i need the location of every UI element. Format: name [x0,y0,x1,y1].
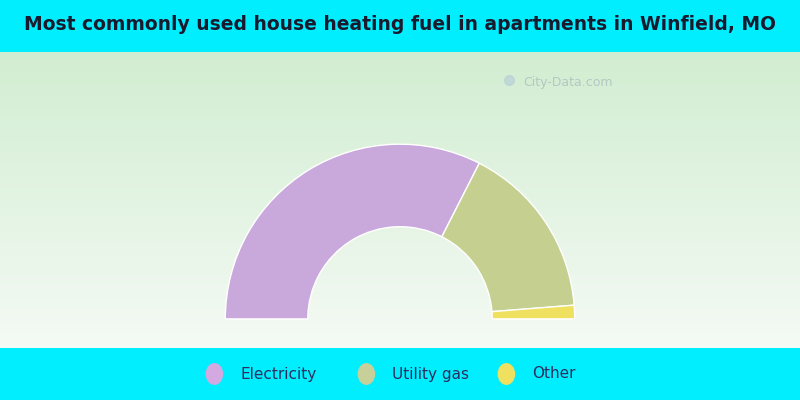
Text: City-Data.com: City-Data.com [522,76,612,89]
Ellipse shape [498,363,515,385]
Wedge shape [226,144,479,319]
Text: Other: Other [532,366,575,382]
Ellipse shape [358,363,375,385]
Text: Utility gas: Utility gas [392,366,469,382]
Text: Electricity: Electricity [240,366,316,382]
Ellipse shape [206,363,223,385]
Wedge shape [442,163,574,312]
Text: Most commonly used house heating fuel in apartments in Winfield, MO: Most commonly used house heating fuel in… [24,16,776,34]
Wedge shape [492,305,574,319]
